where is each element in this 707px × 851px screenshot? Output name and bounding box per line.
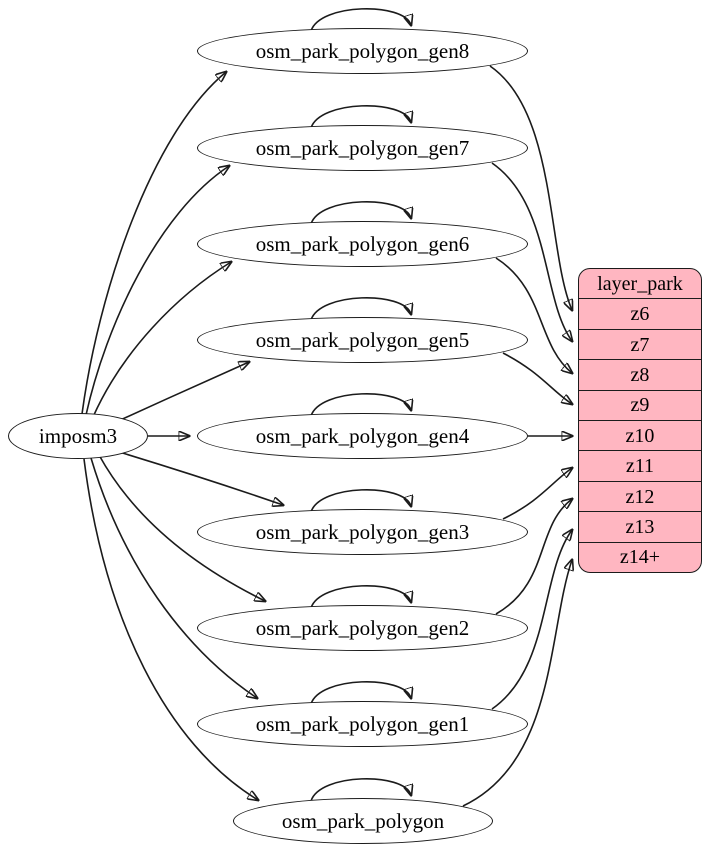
node-imposm3: imposm3 xyxy=(8,413,148,459)
edge-gen8-to-z6 xyxy=(489,65,572,310)
layer-row-z9: z9 xyxy=(579,389,701,420)
edge-imposm3-to-gen7 xyxy=(85,166,229,416)
edge-gen1-to-z13 xyxy=(491,530,572,710)
layer-park-header: layer_park xyxy=(597,272,683,295)
edge-imposm3-to-polygon xyxy=(83,458,258,800)
self-loop-gen7 xyxy=(310,105,411,129)
node-label: osm_park_polygon_gen3 xyxy=(255,519,470,544)
node-osm-park-polygon-gen5: osm_park_polygon_gen5 xyxy=(197,317,528,363)
self-loop-polygon xyxy=(310,778,411,802)
layer-row-z13: z13 xyxy=(579,511,701,541)
node-imposm3-label: imposm3 xyxy=(38,423,118,448)
edge-gen3-to-z11 xyxy=(502,468,572,520)
layer-row-z7: z7 xyxy=(579,328,701,359)
self-loop-gen2 xyxy=(310,585,411,609)
layer-row-z14plus: z14+ xyxy=(579,541,701,572)
edge-gen5-to-z9 xyxy=(502,352,572,404)
self-loop-gen3 xyxy=(310,489,411,513)
edge-gen6-to-z8 xyxy=(495,257,572,373)
self-loop-gen1 xyxy=(310,681,411,705)
node-label: osm_park_polygon xyxy=(281,808,445,833)
node-osm-park-polygon-gen4: osm_park_polygon_gen4 xyxy=(197,413,528,459)
node-osm-park-polygon-gen7: osm_park_polygon_gen7 xyxy=(197,125,528,171)
node-osm-park-polygon-gen8: osm_park_polygon_gen8 xyxy=(197,28,528,74)
node-label: osm_park_polygon_gen4 xyxy=(255,423,470,448)
layer-row-z8: z8 xyxy=(579,359,701,389)
edge-imposm3-to-gen2 xyxy=(98,454,265,601)
edge-imposm3-to-gen6 xyxy=(92,262,231,418)
self-loop-gen8 xyxy=(310,8,411,32)
edge-gen7-to-z7 xyxy=(491,162,572,341)
node-label: osm_park_polygon_gen5 xyxy=(255,327,470,352)
layer-row-z11: z11 xyxy=(579,450,701,480)
layer-park-table: layer_park z6 z7 z8 z9 z10 z11 z12 z13 z… xyxy=(578,268,702,573)
edge-imposm3-to-gen8 xyxy=(81,72,226,415)
node-label: osm_park_polygon_gen7 xyxy=(255,135,470,160)
node-osm-park-polygon-gen2: osm_park_polygon_gen2 xyxy=(197,605,528,651)
layer-row-z12: z12 xyxy=(579,480,701,511)
node-osm-park-polygon-gen3: osm_park_polygon_gen3 xyxy=(197,509,528,555)
node-label: osm_park_polygon_gen8 xyxy=(255,38,470,63)
self-loop-gen5 xyxy=(310,297,411,321)
edge-polygon-to-z14 xyxy=(462,560,572,807)
edge-imposm3-to-gen3 xyxy=(115,450,283,505)
edge-gen2-to-z12 xyxy=(495,499,572,615)
node-osm-park-polygon: osm_park_polygon xyxy=(233,798,493,844)
layer-row-z10: z10 xyxy=(579,420,701,450)
edge-imposm3-to-gen5 xyxy=(115,362,249,423)
layer-row-z6: z6 xyxy=(579,298,701,328)
node-label: osm_park_polygon_gen2 xyxy=(255,615,470,640)
node-osm-park-polygon-gen6: osm_park_polygon_gen6 xyxy=(197,221,528,267)
self-loop-gen6 xyxy=(310,201,411,225)
node-label: osm_park_polygon_gen1 xyxy=(255,711,470,736)
node-label: osm_park_polygon_gen6 xyxy=(255,231,470,256)
node-osm-park-polygon-gen1: osm_park_polygon_gen1 xyxy=(197,701,528,747)
edge-imposm3-to-gen1 xyxy=(90,457,257,698)
self-loop-gen4 xyxy=(310,393,411,417)
